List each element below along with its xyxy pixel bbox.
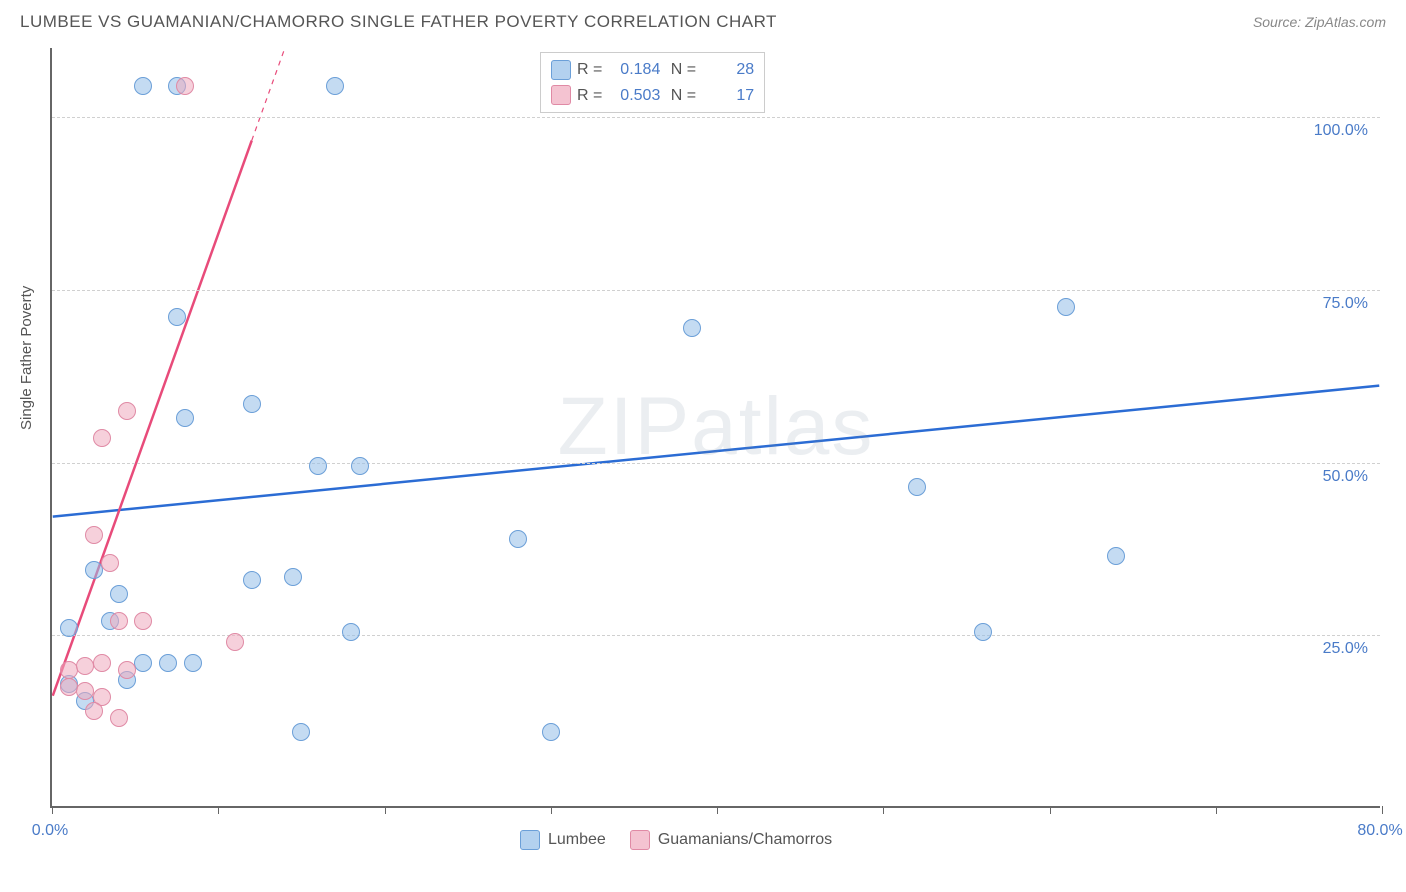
x-tick (1050, 806, 1051, 814)
data-point (118, 402, 136, 420)
y-axis-label: Single Father Poverty (18, 286, 35, 430)
x-tick (717, 806, 718, 814)
data-point (309, 457, 327, 475)
data-point (60, 619, 78, 637)
x-tick (1216, 806, 1217, 814)
legend-swatch (520, 830, 540, 850)
gridline (52, 463, 1380, 464)
data-point (226, 633, 244, 651)
y-tick-label: 25.0% (1323, 640, 1368, 658)
data-point (134, 77, 152, 95)
data-point (110, 709, 128, 727)
x-tick (218, 806, 219, 814)
data-point (76, 682, 94, 700)
legend-label: Lumbee (548, 831, 606, 849)
r-label: R = (577, 83, 602, 109)
legend-item: Lumbee (520, 830, 606, 850)
x-tick (385, 806, 386, 814)
watermark: ZIPatlas (558, 380, 875, 474)
data-point (60, 678, 78, 696)
data-point (110, 585, 128, 603)
n-label: N = (666, 57, 696, 83)
data-point (176, 77, 194, 95)
data-point (85, 702, 103, 720)
legend-swatch (630, 830, 650, 850)
n-value: 28 (702, 57, 754, 83)
chart-plot-area: ZIPatlas 25.0% 50.0% 75.0% 100.0% (50, 48, 1380, 808)
gridline (52, 635, 1380, 636)
y-tick-label: 75.0% (1323, 295, 1368, 313)
data-point (509, 530, 527, 548)
x-tick-label: 80.0% (1357, 822, 1402, 840)
data-point (243, 395, 261, 413)
n-value: 17 (702, 83, 754, 109)
x-tick (52, 806, 53, 814)
x-tick (883, 806, 884, 814)
legend-label: Guamanians/Chamorros (658, 831, 832, 849)
data-point (101, 554, 119, 572)
data-point (85, 526, 103, 544)
data-point (1057, 298, 1075, 316)
data-point (93, 429, 111, 447)
data-point (351, 457, 369, 475)
data-point (118, 661, 136, 679)
correlation-stats-legend: R =0.184 N =28R =0.503 N =17 (540, 52, 765, 113)
series-legend: Lumbee Guamanians/Chamorros (520, 830, 832, 850)
x-tick-label: 0.0% (32, 822, 68, 840)
data-point (284, 568, 302, 586)
n-label: N = (666, 83, 696, 109)
data-point (60, 661, 78, 679)
data-point (243, 571, 261, 589)
data-point (85, 561, 103, 579)
data-point (176, 409, 194, 427)
data-point (542, 723, 560, 741)
data-point (76, 657, 94, 675)
data-point (292, 723, 310, 741)
stats-row: R =0.184 N =28 (551, 57, 754, 83)
stats-row: R =0.503 N =17 (551, 83, 754, 109)
gridline (52, 117, 1380, 118)
data-point (1107, 547, 1125, 565)
y-tick-label: 100.0% (1314, 122, 1368, 140)
data-point (342, 623, 360, 641)
legend-swatch (551, 85, 571, 105)
data-point (184, 654, 202, 672)
legend-item: Guamanians/Chamorros (630, 830, 832, 850)
source-attribution: Source: ZipAtlas.com (1253, 14, 1386, 30)
data-point (974, 623, 992, 641)
data-point (134, 612, 152, 630)
data-point (93, 654, 111, 672)
x-tick (551, 806, 552, 814)
y-tick-label: 50.0% (1323, 468, 1368, 486)
gridline (52, 290, 1380, 291)
data-point (134, 654, 152, 672)
r-label: R = (577, 57, 602, 83)
trend-lines-layer (52, 48, 1380, 806)
data-point (110, 612, 128, 630)
x-tick (1382, 806, 1383, 814)
data-point (159, 654, 177, 672)
legend-swatch (551, 60, 571, 80)
r-value: 0.503 (608, 83, 660, 109)
data-point (326, 77, 344, 95)
data-point (683, 319, 701, 337)
r-value: 0.184 (608, 57, 660, 83)
data-point (908, 478, 926, 496)
chart-title: LUMBEE VS GUAMANIAN/CHAMORRO SINGLE FATH… (20, 12, 777, 32)
data-point (168, 308, 186, 326)
